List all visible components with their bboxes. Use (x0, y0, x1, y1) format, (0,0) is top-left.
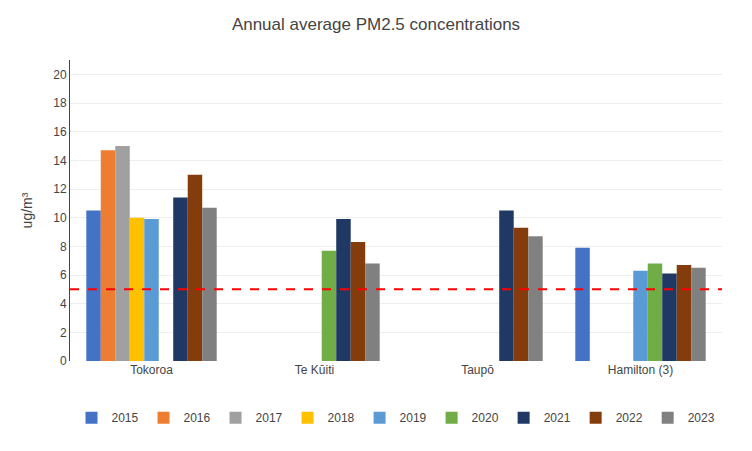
svg-text:4: 4 (60, 297, 67, 311)
svg-text:ug/m³: ug/m³ (19, 192, 35, 228)
svg-text:2017: 2017 (256, 411, 283, 425)
svg-text:Annual average PM2.5 concentra: Annual average PM2.5 concentrations (232, 15, 520, 34)
svg-text:2020: 2020 (472, 411, 499, 425)
svg-text:2023: 2023 (688, 411, 715, 425)
svg-text:2: 2 (60, 326, 67, 340)
svg-text:2018: 2018 (328, 411, 355, 425)
svg-text:2016: 2016 (184, 411, 211, 425)
svg-text:18: 18 (53, 96, 67, 110)
svg-text:6: 6 (60, 268, 67, 282)
svg-text:2022: 2022 (616, 411, 643, 425)
svg-text:16: 16 (53, 125, 67, 139)
svg-text:14: 14 (53, 154, 67, 168)
svg-text:12: 12 (53, 182, 67, 196)
svg-text:20: 20 (53, 68, 67, 82)
svg-text:2015: 2015 (112, 411, 139, 425)
svg-text:8: 8 (60, 240, 67, 254)
svg-text:Tokoroa: Tokoroa (130, 363, 173, 377)
svg-text:Te Kūiti: Te Kūiti (295, 363, 334, 377)
svg-text:2019: 2019 (400, 411, 427, 425)
svg-text:0: 0 (60, 354, 67, 368)
svg-text:Hamilton (3): Hamilton (3) (608, 363, 673, 377)
svg-text:2021: 2021 (544, 411, 571, 425)
svg-text:Taupō: Taupō (461, 363, 494, 377)
svg-text:10: 10 (53, 211, 67, 225)
